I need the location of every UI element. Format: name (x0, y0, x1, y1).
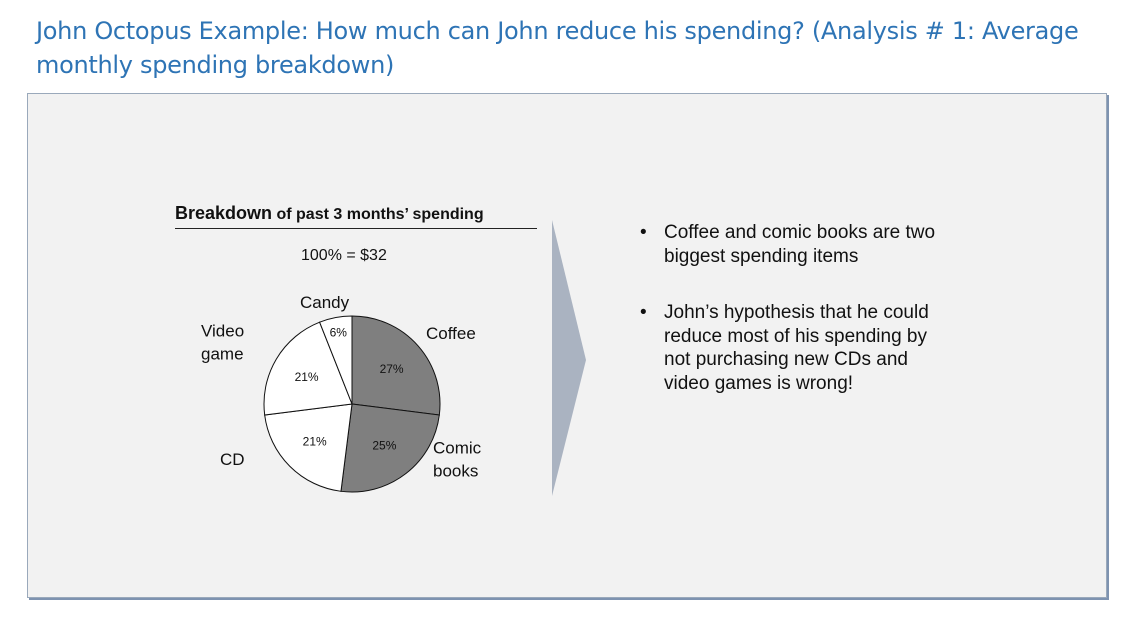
chart-heading-rule (175, 228, 537, 229)
finding-item: • John’s hypothesis that he could reduce … (640, 301, 940, 395)
pie-pct-label-video-game: 21% (295, 370, 319, 384)
pie-slice-coffee (351, 315, 441, 416)
pie-category-label-cd: CD (220, 450, 245, 469)
pie-category-label-candy: Candy (300, 293, 350, 312)
chart-heading-rest: of past 3 months’ spending (272, 206, 484, 223)
findings-list: • Coffee and comic books are two biggest … (640, 221, 940, 395)
pie-pct-label-cd: 21% (303, 434, 327, 448)
pie-category-label-video-game: Video game (201, 322, 244, 364)
chart-heading: Breakdown of past 3 months’ spending (175, 198, 484, 226)
pie-total-label: 100% = $32 (301, 247, 387, 264)
pie-category-label-comic-books: Comic books (433, 439, 482, 481)
chevron-arrow-icon (552, 220, 586, 496)
pie-chart: 27% Coffee 25% Comic books 21% CD 21% Video game 6… (201, 293, 482, 493)
bullet-dot-icon: • (640, 222, 647, 243)
pie-pct-label-candy: 6% (330, 325, 348, 339)
finding-text: Coffee and comic books are two biggest s… (664, 222, 936, 267)
pie-slice-cd (264, 403, 353, 492)
pie-slice-video-game (263, 321, 353, 416)
finding-item: • Coffee and comic books are two biggest … (640, 221, 940, 268)
pie-pct-label-comic-books: 25% (372, 439, 396, 453)
bullet-dot-icon: • (640, 302, 647, 323)
chart-heading-bold: Breakdown (175, 203, 273, 223)
pie-category-label-coffee: Coffee (426, 324, 476, 343)
pie-pct-label-coffee: 27% (380, 362, 404, 376)
pie-slice-candy (318, 315, 353, 405)
finding-text: John’s hypothesis that he could reduce m… (664, 302, 929, 394)
slide-title: John Octopus Example: How much can John … (36, 17, 1079, 79)
pie-slice-comic-books (340, 403, 440, 493)
